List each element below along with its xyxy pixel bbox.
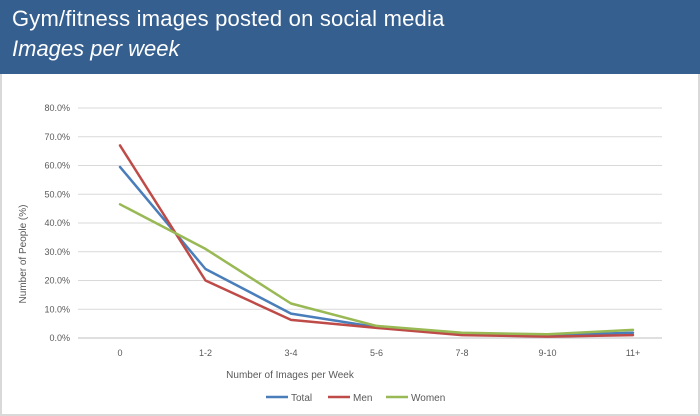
chart-title: Gym/fitness images posted on social medi… [12,6,445,31]
chart-subtitle: Images per week [12,36,180,61]
y-tick-label: 50.0% [44,189,70,199]
line-chart: 0.0% 10.0% 20.0% 30.0% 40.0% 50.0% 60.0% 70.0% 8… [18,103,662,404]
legend-label-total: Total [291,393,312,404]
legend-label-women: Women [411,393,445,404]
y-tick-label: 80.0% [44,103,70,113]
x-axis-ticks: 0 1-2 3-4 5-6 7-8 9-10 11+ [117,348,640,358]
y-axis-label: Number of People (%) [18,205,29,304]
y-axis-ticks: 0.0% 10.0% 20.0% 30.0% 40.0% 50.0% 60.0% 70.0% 8… [44,103,70,343]
series-line-men [118,144,635,338]
series-line-women [118,203,635,336]
x-axis-label: Number of Images per Week [226,370,355,381]
x-tick-label: 5-6 [370,348,383,358]
x-tick-label: 9-10 [538,348,556,358]
gridlines [78,107,662,339]
header-banner: Gym/fitness images posted on social medi… [0,0,700,74]
series-line-total [118,165,635,337]
legend: Total Men Women [266,393,445,404]
x-tick-label: 3-4 [284,348,297,358]
y-tick-label: 10.0% [44,304,70,314]
y-tick-label: 30.0% [44,247,70,257]
x-tick-label: 0 [117,348,122,358]
x-tick-label: 7-8 [455,348,468,358]
x-tick-label: 11+ [626,348,641,358]
series-lines [118,144,635,338]
x-tick-label: 1-2 [199,348,212,358]
y-tick-label: 40.0% [44,218,70,228]
y-tick-label: 20.0% [44,276,70,286]
chart-panel: 0.0% 10.0% 20.0% 30.0% 40.0% 50.0% 60.0% 70.0% 8… [2,74,698,414]
y-tick-label: 70.0% [44,132,70,142]
y-tick-label: 60.0% [44,161,70,171]
legend-label-men: Men [353,393,372,404]
y-tick-label: 0.0% [49,333,70,343]
